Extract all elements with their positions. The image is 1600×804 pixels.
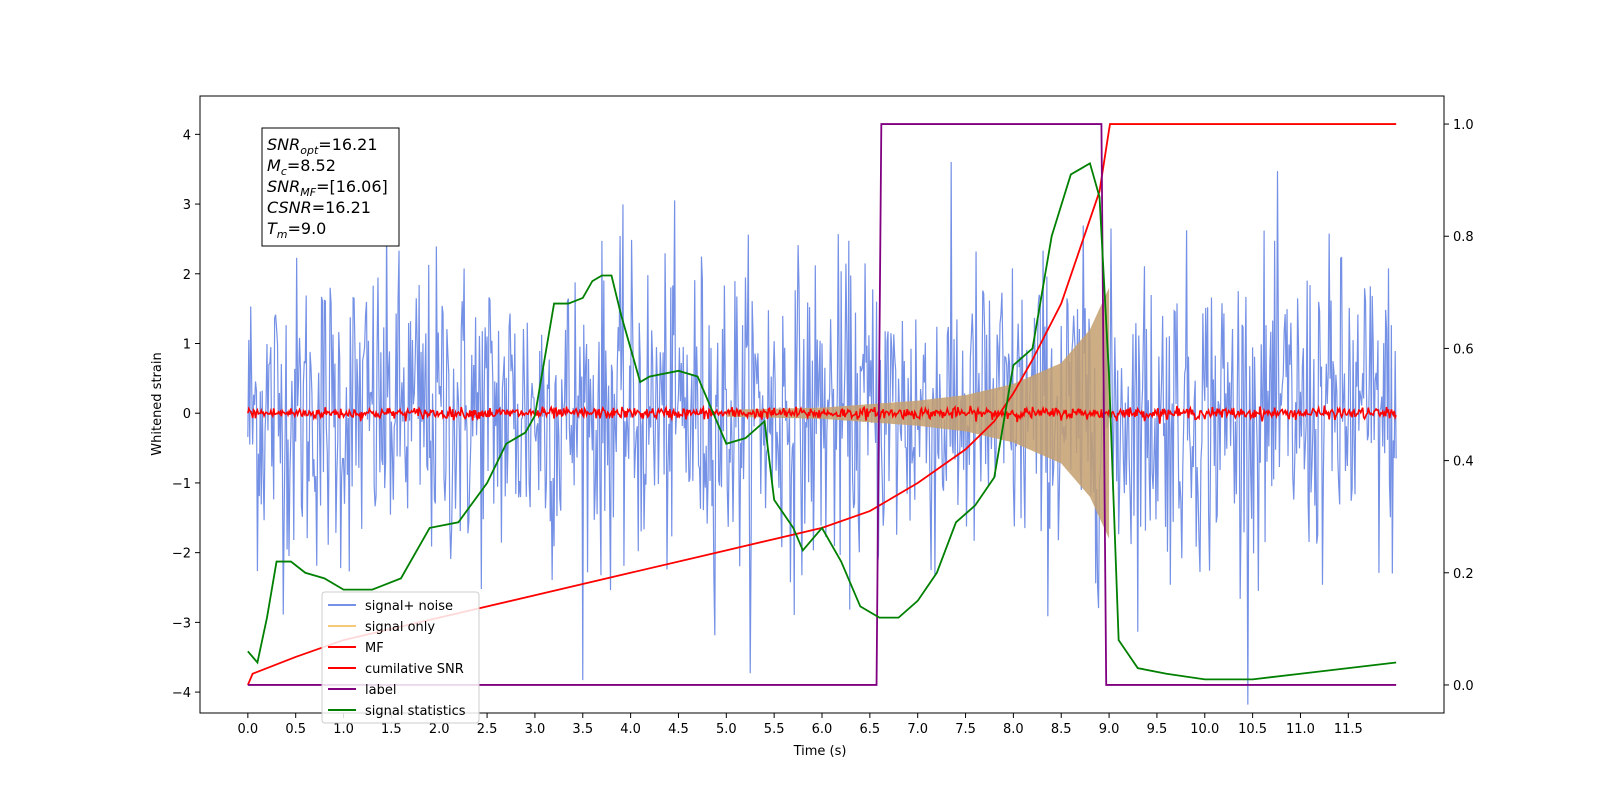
x-tick-label: 4.0 [620, 722, 641, 737]
y2-tick-label: 0.6 [1453, 342, 1474, 357]
y-tick-label: 0 [183, 407, 191, 422]
y-tick-label: −3 [172, 616, 191, 631]
y2-tick-label: 0.2 [1453, 567, 1474, 582]
series-label [247, 123, 1397, 686]
series-signal-only [726, 287, 1110, 539]
x-tick-label: 4.5 [668, 722, 689, 737]
legend-label: label [365, 683, 396, 698]
y-axis-left: 4 3 2 1 0 −1 −2 −3 −4 [172, 128, 200, 701]
legend-label: cumilative SNR [365, 662, 464, 677]
x-tick-label: 7.0 [907, 722, 928, 737]
info-box: SNRopt=16.21Mc=8.52SNRMF=[16.06]CSNR=16.… [261, 127, 400, 247]
x-tick-label: 2.5 [477, 722, 498, 737]
y-tick-label: 1 [183, 337, 191, 352]
x-tick-label: 8.0 [1003, 722, 1024, 737]
y-tick-label: 3 [183, 198, 191, 213]
legend-frame [321, 591, 480, 724]
x-tick-label: 6.5 [860, 722, 881, 737]
series-signal-statistics [247, 161, 1397, 681]
series-signal-noise [247, 162, 1397, 705]
x-tick-label: 10.5 [1238, 722, 1267, 737]
x-tick-label: 11.5 [1334, 722, 1363, 737]
info-line: Mc=8.52 [267, 156, 336, 178]
legend: signal+ noise signal only MF cumilative SNR… [321, 591, 480, 724]
x-tick-label: 0.0 [238, 722, 259, 737]
x-tick-label: 0.5 [285, 722, 306, 737]
x-tick-label: 1.0 [333, 722, 354, 737]
info-box-frame [261, 127, 400, 247]
y-tick-label: 4 [183, 128, 191, 143]
x-tick-label: 5.5 [764, 722, 785, 737]
x-axis-label: Time (s) [793, 744, 847, 759]
info-line: Tm=9.0 [267, 219, 326, 241]
series-mf [247, 404, 1397, 424]
x-axis: 0.0 0.5 1.0 1.5 2.0 2.5 3.0 3.5 4.0 4.5 5.0 5.5 6.0 6… [238, 713, 1363, 737]
x-tick-label: 11.0 [1286, 722, 1315, 737]
legend-label: signal+ noise [365, 599, 453, 614]
legend-label: signal statistics [365, 704, 466, 719]
y-axis-right: 1.0 0.8 0.6 0.4 0.2 0.0 [1444, 118, 1474, 694]
x-tick-label: 3.5 [572, 722, 593, 737]
y-tick-label: −4 [172, 686, 191, 701]
y2-tick-label: 0.8 [1453, 230, 1474, 245]
x-tick-label: 7.5 [955, 722, 976, 737]
x-tick-label: 9.5 [1147, 722, 1168, 737]
y2-tick-label: 0.0 [1453, 679, 1474, 694]
x-tick-label: 9.0 [1099, 722, 1120, 737]
y-tick-label: −1 [172, 477, 191, 492]
info-line: SNRopt=16.21 [267, 135, 378, 157]
x-tick-label: 2.0 [429, 722, 450, 737]
y-tick-label: −2 [172, 547, 191, 562]
axes: 0.0 0.5 1.0 1.5 2.0 2.5 3.0 3.5 4.0 4.5 5.0 5.5 6.0 6… [150, 95, 1474, 759]
x-tick-label: 1.5 [381, 722, 402, 737]
x-tick-label: 6.0 [812, 722, 833, 737]
legend-label: signal only [365, 620, 435, 635]
x-tick-label: 8.5 [1051, 722, 1072, 737]
info-line: CSNR=16.21 [267, 198, 371, 217]
y-axis-label: Whitened strain [150, 352, 165, 455]
x-tick-label: 10.0 [1190, 722, 1219, 737]
y-tick-label: 2 [183, 268, 191, 283]
x-tick-label: 3.0 [525, 722, 546, 737]
info-line: SNRMF=[16.06] [267, 177, 388, 199]
legend-label: MF [365, 641, 384, 656]
x-tick-label: 5.0 [716, 722, 737, 737]
y2-tick-label: 0.4 [1453, 455, 1474, 470]
y2-tick-label: 1.0 [1453, 118, 1474, 133]
